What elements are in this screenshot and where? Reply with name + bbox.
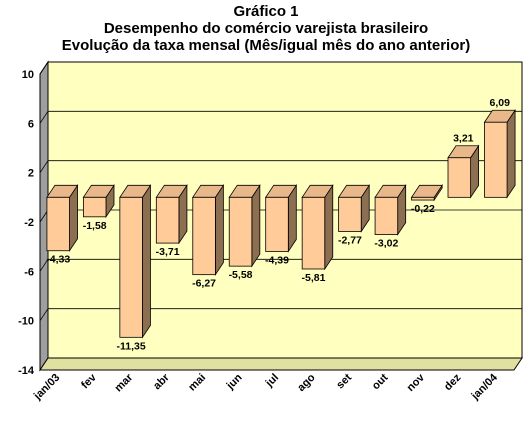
x-tick-label: jan/04: [469, 371, 501, 403]
x-tick-label: jun: [224, 371, 245, 392]
data-label: 6,09: [490, 97, 511, 109]
bar: [46, 196, 70, 252]
data-label: -6,27: [192, 278, 216, 290]
gridline-depth: [39, 160, 49, 173]
data-label: -2,77: [338, 234, 362, 246]
y-tick-label: 6: [28, 118, 34, 130]
bar: [374, 196, 399, 235]
data-label: -5,58: [229, 269, 253, 281]
bar: [155, 196, 180, 244]
gridline-depth: [39, 308, 49, 321]
y-tick-label: -6: [24, 266, 34, 278]
bar: [82, 196, 107, 218]
x-tick-label: dez: [442, 371, 464, 393]
x-tick-label: mai: [186, 372, 208, 394]
bar: [119, 196, 143, 338]
data-label: -3,71: [156, 246, 180, 258]
x-tick-label: fev: [79, 371, 99, 391]
bar: [447, 157, 472, 198]
chart-title-line-1: Gráfico 1: [233, 3, 299, 20]
bar: [411, 196, 435, 201]
bar-side: [142, 184, 151, 339]
data-label: -4,39: [265, 254, 289, 266]
chart-title-line-3: Evolução da taxa mensal (Mês/igual mês d…: [61, 37, 471, 54]
x-tick-label: mar: [113, 371, 136, 394]
chart-title-line-2: Desempenho do comércio varejista brasile…: [103, 20, 429, 37]
x-tick-label: ago: [295, 371, 318, 394]
bar: [338, 196, 362, 232]
y-tick-label: -10: [18, 316, 34, 328]
bar-side: [506, 108, 516, 199]
bar: [484, 121, 508, 198]
data-label: -11,35: [117, 340, 146, 352]
x-tick-label: out: [370, 371, 391, 392]
data-label: -4,33: [46, 254, 70, 266]
data-label: -0,22: [411, 203, 435, 215]
y-tick-label: 10: [22, 69, 34, 81]
x-tick-label: jul: [263, 372, 281, 390]
data-label: -5,81: [301, 272, 325, 284]
y-tick-label: -2: [24, 217, 34, 229]
gridline-depth: [39, 111, 49, 124]
x-tick-label: jan/03: [31, 372, 62, 403]
y-tick-label: -14: [18, 365, 35, 377]
bar: [265, 196, 289, 252]
bar: [192, 196, 216, 276]
x-tick-label: nov: [405, 371, 428, 394]
data-label: 3,21: [453, 133, 474, 145]
bar: [228, 196, 253, 267]
bar: [301, 196, 326, 270]
bar-side: [324, 184, 334, 271]
gridline-depth: [39, 259, 49, 272]
gridline-depth: [39, 61, 49, 75]
x-tick-label: abr: [151, 371, 172, 392]
data-label: -3,02: [374, 238, 398, 250]
bar-side: [214, 184, 224, 276]
bar-side: [251, 184, 261, 268]
y-tick-label: 2: [28, 168, 34, 180]
plot-floor: [39, 357, 523, 371]
x-tick-label: set: [334, 371, 354, 391]
data-label: -1,58: [83, 220, 107, 232]
